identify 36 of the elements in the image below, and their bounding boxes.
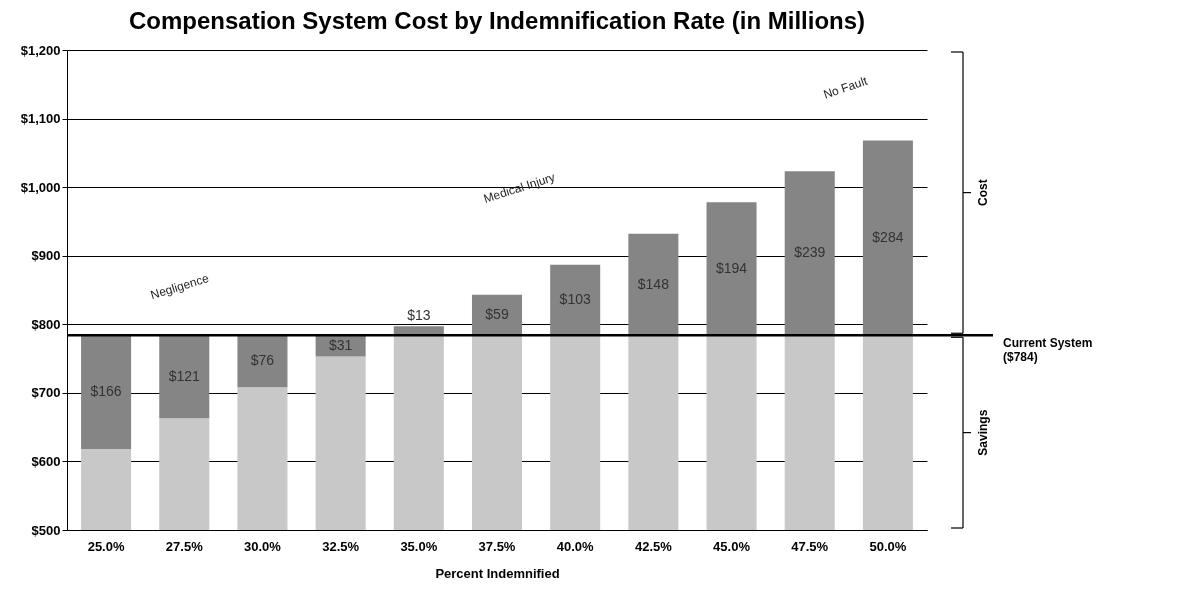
x-tick-label: 30.0%: [244, 538, 282, 554]
data-label: $166: [90, 383, 122, 400]
x-tick-label: 25.0%: [87, 538, 125, 554]
x-tick-label: 27.5%: [165, 538, 204, 554]
x-tick-label: 35.0%: [400, 538, 438, 554]
annotation: No Fault: [821, 73, 870, 102]
x-tick-label: 50.0%: [869, 538, 907, 554]
data-label: $76: [250, 352, 275, 369]
y-tick-label: $1,000: [20, 179, 61, 195]
chart-title: Compensation System Cost by Indemnification Rate (in Millions): [128, 7, 866, 34]
data-label: $148: [637, 275, 670, 292]
ref-line-label: Current System ($784): [1003, 336, 1093, 365]
data-label: $31: [328, 336, 353, 353]
y-tick-label: $1,100: [20, 111, 61, 127]
x-axis-title: Percent Indemnified: [435, 565, 560, 581]
x-tick-label: 37.5%: [478, 538, 516, 554]
x-tick-label: 45.0%: [713, 538, 751, 554]
data-label: $284: [872, 228, 904, 245]
text: Cost: [976, 179, 990, 206]
y-tick-label: $600: [31, 453, 61, 469]
data-label: $121: [168, 367, 201, 384]
y-tick-label: $900: [31, 248, 61, 264]
x-tick-label: 47.5%: [791, 538, 829, 554]
data-label: $103: [559, 290, 591, 307]
x-tick-label: 40.0%: [556, 538, 595, 554]
y-tick-label: $700: [31, 385, 61, 401]
text: Savings: [976, 409, 990, 456]
y-tick-label: $500: [31, 522, 61, 538]
data-label: $194: [715, 259, 748, 276]
x-tick-label: 42.5%: [634, 538, 673, 554]
x-tick-label: 32.5%: [322, 538, 360, 554]
data-label: $59: [485, 306, 509, 323]
y-tick-label: $800: [31, 316, 61, 332]
data-label: $13: [407, 307, 431, 324]
y-tick-label: $1,200: [20, 42, 61, 58]
data-label: $239: [794, 244, 826, 261]
